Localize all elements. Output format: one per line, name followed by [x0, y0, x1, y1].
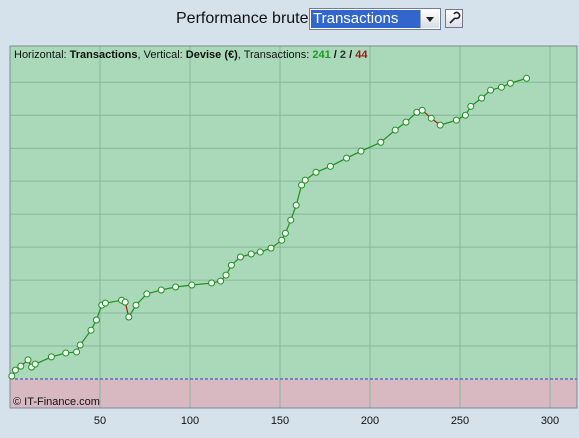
point: [31, 360, 39, 368]
dropdown-arrow[interactable]: [420, 10, 439, 28]
copyright: © IT-Finance.com: [13, 396, 100, 408]
point: [125, 313, 133, 321]
chart-info: Horizontal: Transactions, Vertical: Devi…: [14, 49, 367, 61]
point: [487, 86, 495, 94]
point: [326, 162, 334, 170]
arrow-icon: [426, 17, 434, 22]
point: [92, 316, 100, 324]
info-part: /: [330, 49, 340, 61]
point: [402, 118, 410, 126]
point: [391, 126, 399, 134]
point: [523, 74, 531, 82]
info-part: 241: [312, 49, 331, 61]
plot-border: [9, 45, 578, 409]
info-part: , Transactions:: [237, 49, 313, 61]
point: [73, 348, 81, 356]
point: [101, 299, 109, 307]
point: [267, 244, 275, 252]
x-tick-label: 50: [94, 415, 106, 427]
wrench-icon: [449, 11, 461, 24]
point: [278, 236, 286, 244]
point: [227, 261, 235, 269]
point: [452, 116, 460, 124]
point: [236, 253, 244, 261]
info-part: 44: [355, 49, 368, 61]
info-part: 2: [339, 49, 347, 61]
point: [222, 271, 230, 279]
point: [188, 281, 196, 289]
point: [301, 176, 309, 184]
point: [132, 301, 140, 309]
point: [478, 94, 486, 102]
point: [47, 353, 55, 361]
point: [287, 216, 295, 224]
point: [17, 362, 25, 370]
toolbar: Performance brute Transactions: [0, 0, 579, 40]
point: [377, 138, 385, 146]
point: [217, 277, 225, 285]
info-part: /: [346, 49, 356, 61]
below-area: [10, 378, 577, 408]
point: [461, 111, 469, 119]
x-tick-label: 300: [541, 415, 559, 427]
point: [143, 290, 151, 298]
info-part: Transactions: [69, 49, 138, 61]
point: [24, 356, 32, 364]
point: [312, 168, 320, 176]
point: [427, 114, 435, 122]
point: [506, 79, 514, 87]
point: [292, 201, 300, 209]
line-segment: [360, 141, 382, 152]
x-tick-label: 150: [271, 415, 289, 427]
point: [281, 229, 289, 237]
point: [62, 349, 70, 357]
point: [157, 286, 165, 294]
x-tick-label: 200: [361, 415, 379, 427]
dropdown-value: Transactions: [311, 10, 420, 28]
point: [467, 102, 475, 110]
point: [172, 283, 180, 291]
dropdown[interactable]: Transactions: [309, 8, 441, 30]
point: [343, 154, 351, 162]
point: [436, 121, 444, 129]
point: [497, 83, 505, 91]
x-tick-label: 250: [451, 415, 469, 427]
point: [11, 366, 19, 374]
info-part: Horizontal:: [14, 49, 70, 61]
point: [298, 181, 306, 189]
point: [208, 279, 216, 287]
x-tick-label: 100: [181, 415, 199, 427]
info-part: Devise (€): [185, 49, 238, 61]
point: [247, 250, 255, 258]
point: [357, 147, 365, 155]
settings-button[interactable]: [445, 9, 463, 28]
point: [8, 372, 16, 380]
point: [418, 106, 426, 114]
info-part: , Vertical:: [137, 49, 186, 61]
point: [121, 298, 129, 306]
toolbar-label: Performance brute: [176, 10, 309, 27]
point: [87, 326, 95, 334]
point: [256, 248, 264, 256]
point: [76, 341, 84, 349]
